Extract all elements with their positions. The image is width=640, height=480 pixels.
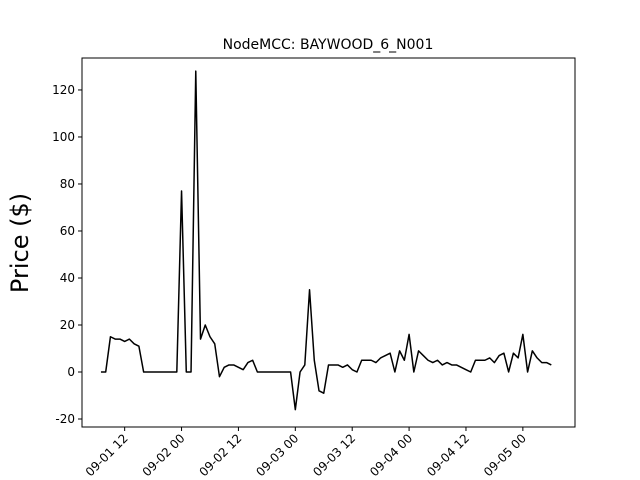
y-tick-label: 80: [60, 177, 75, 191]
y-tick-label: 0: [67, 365, 75, 379]
y-tick-label: 20: [60, 318, 75, 332]
plot-frame: [81, 57, 576, 428]
y-tick-label: 120: [52, 83, 75, 97]
y-tick-label: 60: [60, 224, 75, 238]
y-tick-label: 100: [52, 130, 75, 144]
chart-title: NodeMCC: BAYWOOD_6_N001: [223, 37, 434, 53]
price-line: [100, 70, 552, 411]
y-tick-label: -20: [55, 412, 75, 426]
y-axis-label: Price ($): [6, 193, 34, 293]
y-tick-label: 40: [60, 271, 75, 285]
